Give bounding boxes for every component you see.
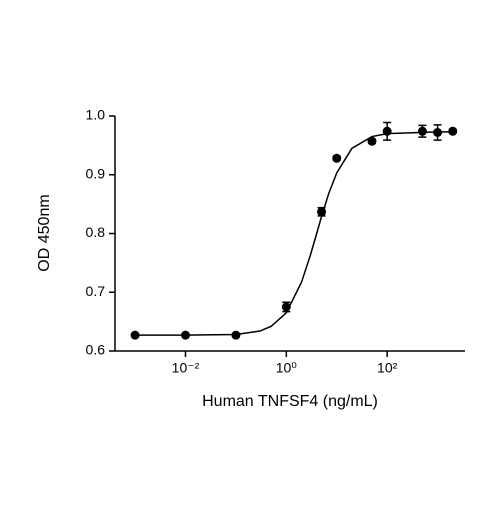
x-tick-label: 10² <box>377 360 398 376</box>
y-tick-label: 1.0 <box>86 107 106 123</box>
data-point <box>382 126 392 136</box>
y-tick-label: 0.8 <box>86 224 106 240</box>
y-tick-label: 0.6 <box>86 342 106 358</box>
fit-curve <box>135 131 453 336</box>
data-point <box>180 330 190 340</box>
data-point <box>448 126 458 136</box>
data-point <box>231 330 241 340</box>
x-tick-label: 10⁻² <box>172 360 200 376</box>
y-tick-label: 0.9 <box>86 165 106 181</box>
data-point <box>317 207 327 217</box>
y-axis-title: OD 450nm <box>36 194 53 271</box>
data-point <box>130 330 140 340</box>
x-axis-title: Human TNFSF4 (ng/mL) <box>202 393 378 410</box>
x-tick-label: 10⁰ <box>276 360 298 376</box>
data-point <box>281 302 291 312</box>
y-tick-label: 0.7 <box>86 283 106 299</box>
data-point <box>417 126 427 136</box>
data-point <box>367 136 377 146</box>
data-point <box>433 127 443 137</box>
data-point <box>332 153 342 163</box>
